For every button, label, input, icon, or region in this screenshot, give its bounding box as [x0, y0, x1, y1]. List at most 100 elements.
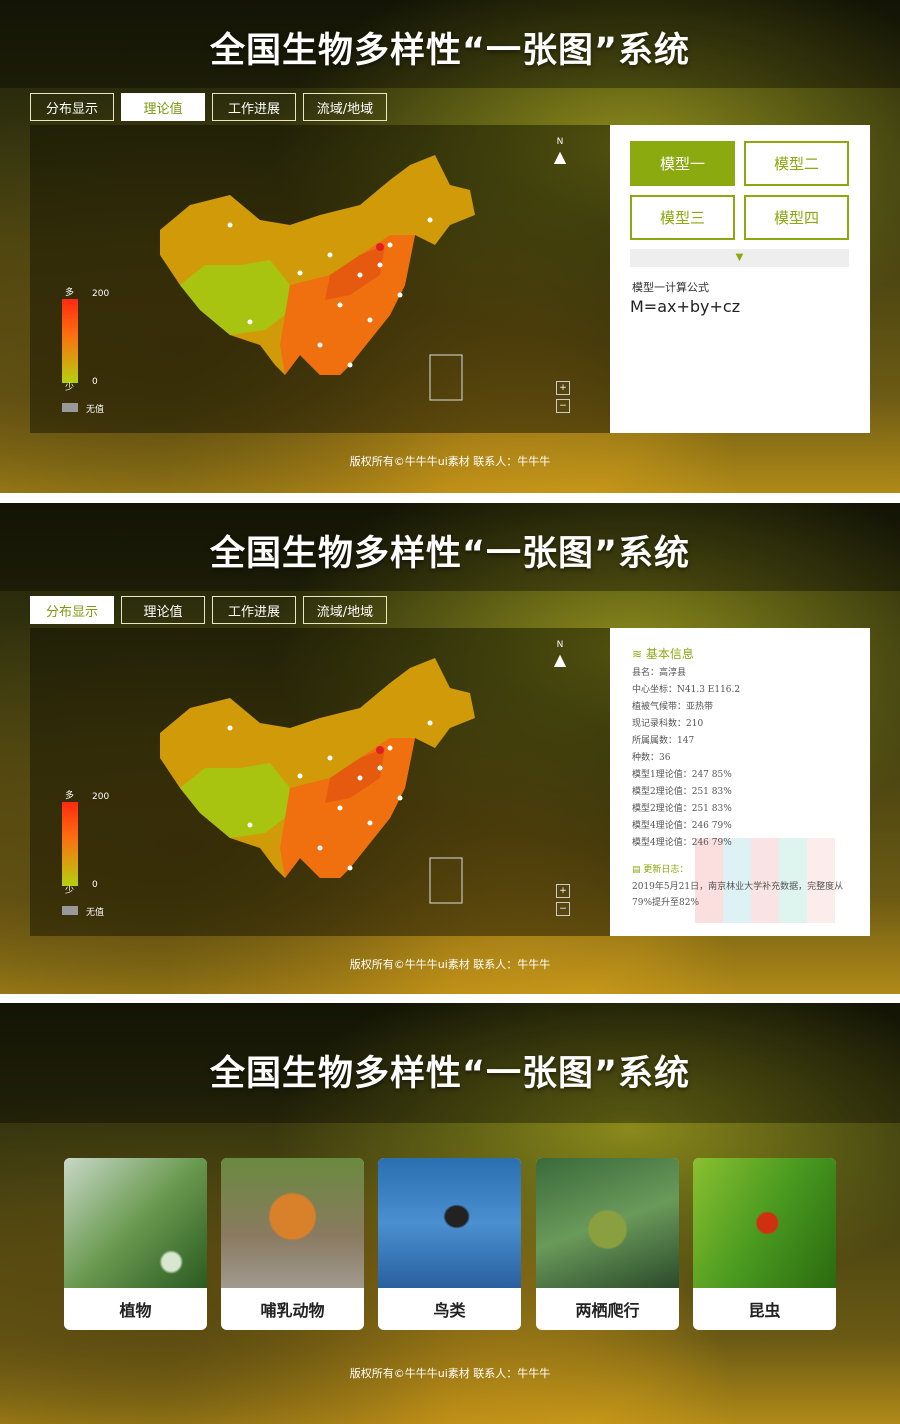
info-line: 模型1理论值：247 85%: [632, 770, 732, 780]
legend-max: 200: [92, 289, 110, 299]
map-points: [227, 217, 433, 368]
zoom-in-button[interactable]: +: [556, 381, 570, 395]
model-panel: 模型一 模型二 模型三 模型四 ▼ 模型一计算公式 M=ax+by+cz: [610, 125, 870, 433]
legend-max: 200: [92, 792, 110, 802]
model-four-button[interactable]: 模型四: [744, 195, 849, 240]
zoom-out-button[interactable]: −: [556, 399, 570, 413]
legend-none: 无值: [86, 908, 105, 918]
panel-distribution: 全国生物多样性“一张图”系统 分布显示 理论值 工作进展 流域/地域 N ▲ 多 …: [0, 503, 900, 994]
tab-progress[interactable]: 工作进展: [212, 93, 296, 121]
tab-bar: 分布显示 理论值 工作进展 流域/地域: [30, 596, 387, 624]
page-title: 全国生物多样性“一张图”系统: [209, 1054, 690, 1094]
category-card-amphibians[interactable]: 两栖爬行: [536, 1158, 679, 1330]
zoom-in-button[interactable]: +: [556, 884, 570, 898]
map-region-tibet[interactable]: [180, 260, 290, 335]
tab-bar: 分布显示 理论值 工作进展 流域/地域: [30, 93, 387, 121]
frog-image: [536, 1158, 679, 1288]
tab-distribution[interactable]: 分布显示: [30, 596, 114, 624]
formula-text: M=ax+by+cz: [630, 297, 741, 316]
category-label: 昆虫: [748, 1301, 781, 1320]
category-card-mammals[interactable]: 哺乳动物: [221, 1158, 364, 1330]
info-line: 现记录科数：210: [632, 719, 704, 729]
tab-progress[interactable]: 工作进展: [212, 596, 296, 624]
north-arrow-icon: N ▲: [553, 137, 567, 166]
map-region-tibet[interactable]: [180, 763, 290, 838]
legend-none: 无值: [86, 405, 105, 415]
selected-point[interactable]: [376, 243, 384, 251]
north-arrow-icon: N ▲: [553, 640, 567, 669]
china-map[interactable]: [30, 628, 610, 936]
category-label: 两栖爬行: [575, 1301, 640, 1320]
info-line: 模型4理论值：246 79%: [632, 821, 732, 831]
selected-point[interactable]: [376, 746, 384, 754]
plant-image: [64, 1158, 207, 1288]
info-line: 种数：36: [632, 753, 671, 763]
map-area[interactable]: N ▲ 多 200 少 0 无值 + −: [30, 125, 610, 433]
info-line: 植被气候带：亚热带: [632, 702, 714, 712]
legend-more: 多: [65, 791, 75, 801]
china-map[interactable]: [30, 125, 610, 433]
info-line: 模型4理论值：246 79%: [632, 838, 732, 848]
info-line: 模型2理论值：251 83%: [632, 804, 732, 814]
books-illustration: [695, 838, 835, 923]
tab-theory[interactable]: 理论值: [121, 93, 205, 121]
category-card-insects[interactable]: 昆虫: [693, 1158, 836, 1330]
category-card-plants[interactable]: 植物: [64, 1158, 207, 1330]
formula-label: 模型一计算公式: [632, 281, 709, 294]
model-three-button[interactable]: 模型三: [630, 195, 735, 240]
legend-less: 少: [65, 886, 75, 896]
info-line: 模型2理论值：251 83%: [632, 787, 732, 797]
tab-distribution[interactable]: 分布显示: [30, 93, 114, 121]
map-region-central[interactable]: [325, 748, 385, 803]
update-log-text: 2019年5月21日，南京林业大学补充数据，完整度从79%提升至82%: [632, 882, 844, 908]
panel-categories: 全国生物多样性“一张图”系统 植物 哺乳动物 鸟类 两栖爬行 昆虫 版权所有©牛…: [0, 1003, 900, 1424]
zoom-out-button[interactable]: −: [556, 902, 570, 916]
mammal-image: [221, 1158, 364, 1288]
basic-info: ≋ 基本信息 县名：高淳县 中心坐标：N41.3 E116.2 植被气候带：亚热…: [632, 646, 847, 911]
category-label: 植物: [119, 1301, 152, 1320]
footer: 版权所有©牛牛牛ui素材 联系人：牛牛牛: [349, 1367, 551, 1380]
footer: 版权所有©牛牛牛ui素材 联系人：牛牛牛: [349, 958, 551, 971]
bird-image: [378, 1158, 521, 1288]
map-region-central[interactable]: [325, 245, 385, 300]
category-label: 鸟类: [433, 1301, 466, 1320]
update-log-label: ▤ 更新日志：: [632, 865, 689, 875]
tab-basin[interactable]: 流域/地域: [303, 596, 387, 624]
layers-icon: ≋: [632, 647, 643, 661]
category-card-birds[interactable]: 鸟类: [378, 1158, 521, 1330]
south-sea-inset: [429, 354, 463, 401]
panel-theory: 全国生物多样性“一张图”系统 分布显示 理论值 工作进展 流域/地域 N ▲ 多 …: [0, 0, 900, 493]
legend-gradient-bar: [62, 299, 78, 383]
info-line: 所属属数：147: [632, 736, 695, 746]
header-bar: [0, 0, 900, 88]
legend-min: 0: [92, 880, 98, 890]
info-line: 中心坐标：N41.3 E116.2: [632, 685, 741, 695]
legend-gradient-bar: [62, 802, 78, 886]
model-one-button[interactable]: 模型一: [630, 141, 735, 186]
footer: 版权所有©牛牛牛ui素材 联系人：牛牛牛: [349, 455, 551, 468]
header-bar: [0, 503, 900, 591]
info-line: 县名：高淳县: [632, 668, 687, 678]
legend-none-swatch: [62, 906, 78, 915]
tab-basin[interactable]: 流域/地域: [303, 93, 387, 121]
header-bar: [0, 1003, 900, 1123]
legend-none-swatch: [62, 403, 78, 412]
map-region-east[interactable]: [280, 738, 415, 878]
document-icon: ▤: [632, 865, 641, 875]
ladybug-image: [693, 1158, 836, 1288]
model-two-button[interactable]: 模型二: [744, 141, 849, 186]
south-sea-inset: [429, 857, 463, 904]
map-area[interactable]: N ▲ 多 200 少 0 无值 + −: [30, 628, 610, 936]
legend-min: 0: [92, 377, 98, 387]
expand-chevron-icon[interactable]: ▼: [630, 249, 849, 267]
page-title: 全国生物多样性“一张图”系统: [209, 534, 690, 574]
map-region-east[interactable]: [280, 235, 415, 375]
legend-more: 多: [65, 288, 75, 298]
category-label: 哺乳动物: [260, 1301, 325, 1320]
tab-theory[interactable]: 理论值: [121, 596, 205, 624]
page-title: 全国生物多样性“一张图”系统: [209, 31, 690, 71]
map-points: [227, 720, 433, 871]
info-heading: ≋ 基本信息: [632, 647, 694, 661]
legend-less: 少: [65, 383, 75, 393]
info-panel: ≋ 基本信息 县名：高淳县 中心坐标：N41.3 E116.2 植被气候带：亚热…: [610, 628, 870, 936]
